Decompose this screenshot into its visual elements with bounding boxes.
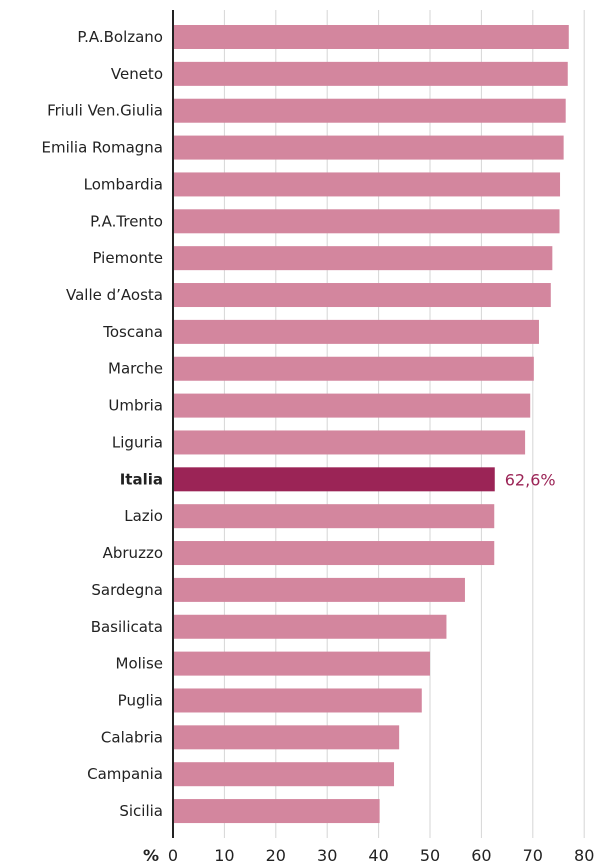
category-label: Puglia	[118, 691, 163, 709]
bar	[173, 725, 400, 750]
bar	[173, 98, 566, 123]
category-label: Liguria	[112, 433, 163, 451]
category-label: Emilia Romagna	[41, 139, 163, 157]
bar	[173, 135, 564, 160]
bar	[173, 393, 531, 418]
bar	[173, 467, 495, 492]
category-labels: P.A.Bolzano Veneto Friuli Ven.Giulia Emilia…	[41, 28, 163, 820]
category-label: Umbria	[108, 397, 163, 415]
category-label: Basilicata	[91, 618, 163, 636]
bar	[173, 283, 551, 308]
category-label: P.A.Trento	[90, 212, 163, 230]
bar	[173, 504, 495, 529]
category-label: Valle d’Aosta	[66, 286, 163, 304]
bar	[173, 799, 380, 824]
x-tick-label: 0	[168, 846, 178, 865]
category-label: Abruzzo	[103, 544, 163, 562]
category-label: Friuli Ven.Giulia	[47, 102, 163, 120]
bar	[173, 246, 553, 271]
bar	[173, 356, 534, 381]
bar	[173, 61, 568, 86]
category-label: Marche	[108, 360, 163, 378]
category-label: Calabria	[101, 728, 163, 746]
bar	[173, 651, 430, 676]
category-label: Toscana	[102, 323, 163, 341]
x-tick-label: 60	[471, 846, 491, 865]
bar	[173, 614, 447, 639]
category-label: Sicilia	[119, 802, 163, 820]
x-tick-label: 20	[266, 846, 286, 865]
bars	[173, 25, 569, 824]
category-label: Veneto	[111, 65, 163, 83]
bar	[173, 209, 560, 234]
x-tick-label: 10	[214, 846, 234, 865]
bar	[173, 430, 526, 455]
x-tick-label: 50	[420, 846, 440, 865]
bar	[173, 172, 561, 197]
bar	[173, 577, 465, 602]
category-label: Sardegna	[91, 581, 163, 599]
category-label: Lombardia	[84, 175, 163, 193]
x-axis-unit-label: %	[143, 846, 159, 865]
category-label: Campania	[87, 765, 163, 783]
x-tick-label: 80	[574, 846, 594, 865]
bar	[173, 25, 569, 49]
category-label: Molise	[116, 655, 164, 673]
x-tick-label: 40	[368, 846, 388, 865]
x-tick-labels: 0 10 20 30 40 50 60 70 80	[168, 846, 594, 865]
highlight-value-label: 62,6%	[505, 470, 556, 489]
gridlines	[223, 10, 585, 838]
bar	[173, 319, 539, 344]
category-label: Italia	[120, 470, 163, 488]
category-label: Piemonte	[92, 249, 163, 267]
x-tick-label: 30	[317, 846, 337, 865]
x-tick-label: 70	[523, 846, 543, 865]
bar	[173, 762, 395, 787]
bar	[173, 688, 422, 713]
bar	[173, 541, 495, 566]
category-label: Lazio	[124, 507, 163, 525]
category-label: P.A.Bolzano	[77, 28, 163, 46]
